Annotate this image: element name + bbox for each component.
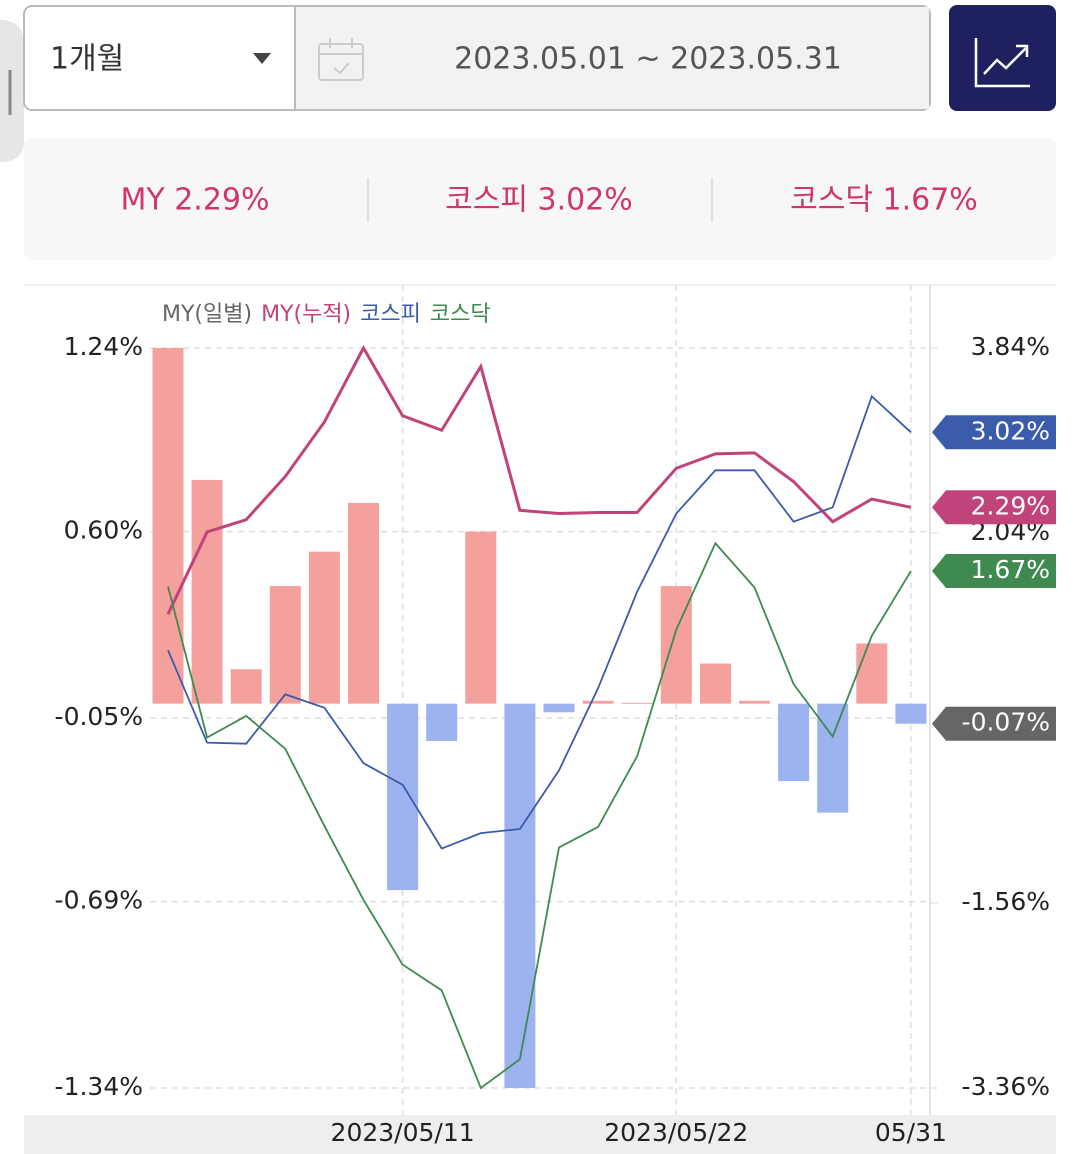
bar <box>504 703 536 1088</box>
legend-entry: 코스닥 <box>430 302 491 327</box>
bar <box>230 669 262 704</box>
date-range: 2023.05.01 ~ 2023.05.31 <box>454 42 842 77</box>
bar <box>621 702 653 704</box>
x-tick-label: 2023/05/11 <box>331 1118 475 1147</box>
bar <box>856 643 888 704</box>
value-label: 2.29% <box>971 491 1050 520</box>
legend-entry: MY(누적) <box>261 302 351 327</box>
y-tick-label: 1.24% <box>64 332 143 361</box>
value-label: 3.02% <box>971 416 1050 445</box>
value-badge <box>932 706 1056 741</box>
series-line <box>167 394 912 850</box>
bar <box>699 663 731 704</box>
y2-tick-label: -3.36% <box>962 1072 1050 1101</box>
legend: MY(일별) MY(누적) 코스피 코스닥 <box>162 302 491 327</box>
y-tick-label: -1.34% <box>55 1072 143 1101</box>
value-label: 1.67% <box>971 555 1050 584</box>
bar <box>778 703 810 782</box>
value-badge <box>932 415 1056 450</box>
y2-tick-label: 3.84% <box>971 332 1050 361</box>
value-badge <box>932 490 1056 525</box>
bar <box>582 700 614 704</box>
bar <box>543 703 575 713</box>
y-tick-label: 0.60% <box>64 516 143 545</box>
period-label: 1개월 <box>50 42 124 77</box>
bar <box>739 700 770 704</box>
bar <box>387 703 419 891</box>
period-select[interactable]: 1개월 <box>50 42 271 77</box>
x-tick-label: 2023/05/22 <box>604 1118 748 1147</box>
legend-entry: MY(일별) <box>162 302 252 327</box>
series-line <box>166 344 912 615</box>
x-axis-band <box>24 1115 1056 1154</box>
bar <box>269 586 301 704</box>
series-line <box>167 541 912 1090</box>
value-badge <box>932 554 1056 589</box>
bar <box>152 348 184 704</box>
bar <box>308 551 340 704</box>
y-tick-label: -0.69% <box>55 886 143 915</box>
value-label: -0.07% <box>962 708 1050 737</box>
dropdown-arrow <box>253 53 271 64</box>
x-tick-label: 05/31 <box>875 1118 947 1147</box>
date-field[interactable] <box>295 7 929 109</box>
bar <box>348 502 379 704</box>
y2-tick-label: -1.56% <box>962 887 1050 916</box>
bar <box>817 703 849 813</box>
summary-kospi: 코스피 3.02% <box>445 183 633 218</box>
summary-my: MY 2.29% <box>120 183 269 218</box>
chart-button[interactable] <box>949 5 1056 111</box>
chart-icon <box>974 38 1030 88</box>
side-tab[interactable] <box>0 20 24 162</box>
bar <box>465 531 497 704</box>
summary-card <box>24 138 1056 260</box>
summary-kosdaq: 코스닥 1.67% <box>790 183 978 218</box>
calendar-icon <box>318 38 364 81</box>
bar <box>191 479 223 704</box>
bar <box>426 703 458 741</box>
legend-entry: 코스피 <box>360 302 421 327</box>
y-tick-label: -0.05% <box>55 702 143 731</box>
bar <box>895 703 927 724</box>
